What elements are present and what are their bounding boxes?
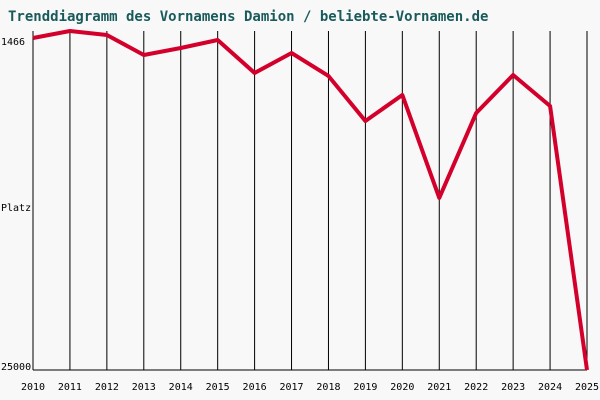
x-tick-label: 2012 xyxy=(95,382,119,393)
x-tick-label: 2022 xyxy=(464,382,488,393)
x-tick-label: 2016 xyxy=(243,382,267,393)
x-tick-label: 2019 xyxy=(353,382,377,393)
x-tick-label: 2013 xyxy=(132,382,156,393)
x-tick-label: 2017 xyxy=(279,382,303,393)
x-tick-label: 2023 xyxy=(501,382,525,393)
x-tick-label: 2025 xyxy=(575,382,599,393)
x-tick-label: 2020 xyxy=(390,382,414,393)
y-tick-label: 25000 xyxy=(1,362,31,373)
x-tick-label: 2021 xyxy=(427,382,451,393)
x-tick-label: 2011 xyxy=(58,382,82,393)
y-axis-label: Platz xyxy=(1,203,31,214)
y-tick-label: 1466 xyxy=(1,37,25,48)
x-tick-label: 2010 xyxy=(21,382,45,393)
x-tick-label: 2018 xyxy=(316,382,340,393)
x-tick-label: 2015 xyxy=(206,382,230,393)
chart-title: Trenddiagramm des Vornamens Damion / bel… xyxy=(8,9,488,25)
data-line xyxy=(32,29,589,371)
x-tick-label: 2024 xyxy=(538,382,562,393)
x-tick-label: 2014 xyxy=(169,382,193,393)
